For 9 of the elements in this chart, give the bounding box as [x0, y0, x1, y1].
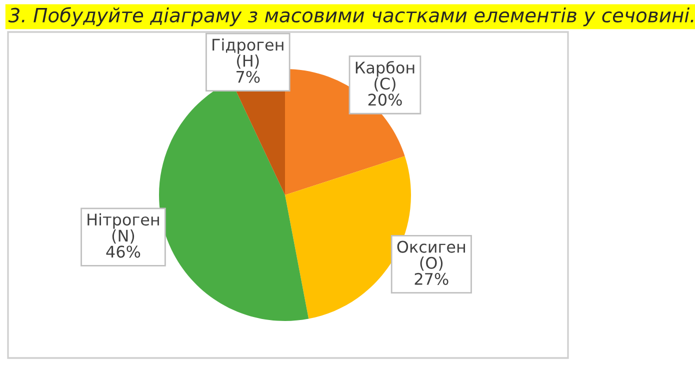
data-label: 46%	[106, 246, 140, 258]
data-label: 20%	[368, 94, 402, 106]
slice-label: Оксиген (O)	[397, 240, 465, 271]
data-label: 27%	[414, 272, 448, 285]
slice-label: Гідроген (H)	[212, 38, 284, 69]
slice-label: Карбон (C)	[356, 60, 414, 92]
slice-label: Нітроген (N)	[88, 213, 159, 244]
data-label: 7%	[236, 70, 260, 83]
chart-title: 3. Побудуйте діаграму з масовими частками елементів у сечовині.	[8, 7, 694, 26]
